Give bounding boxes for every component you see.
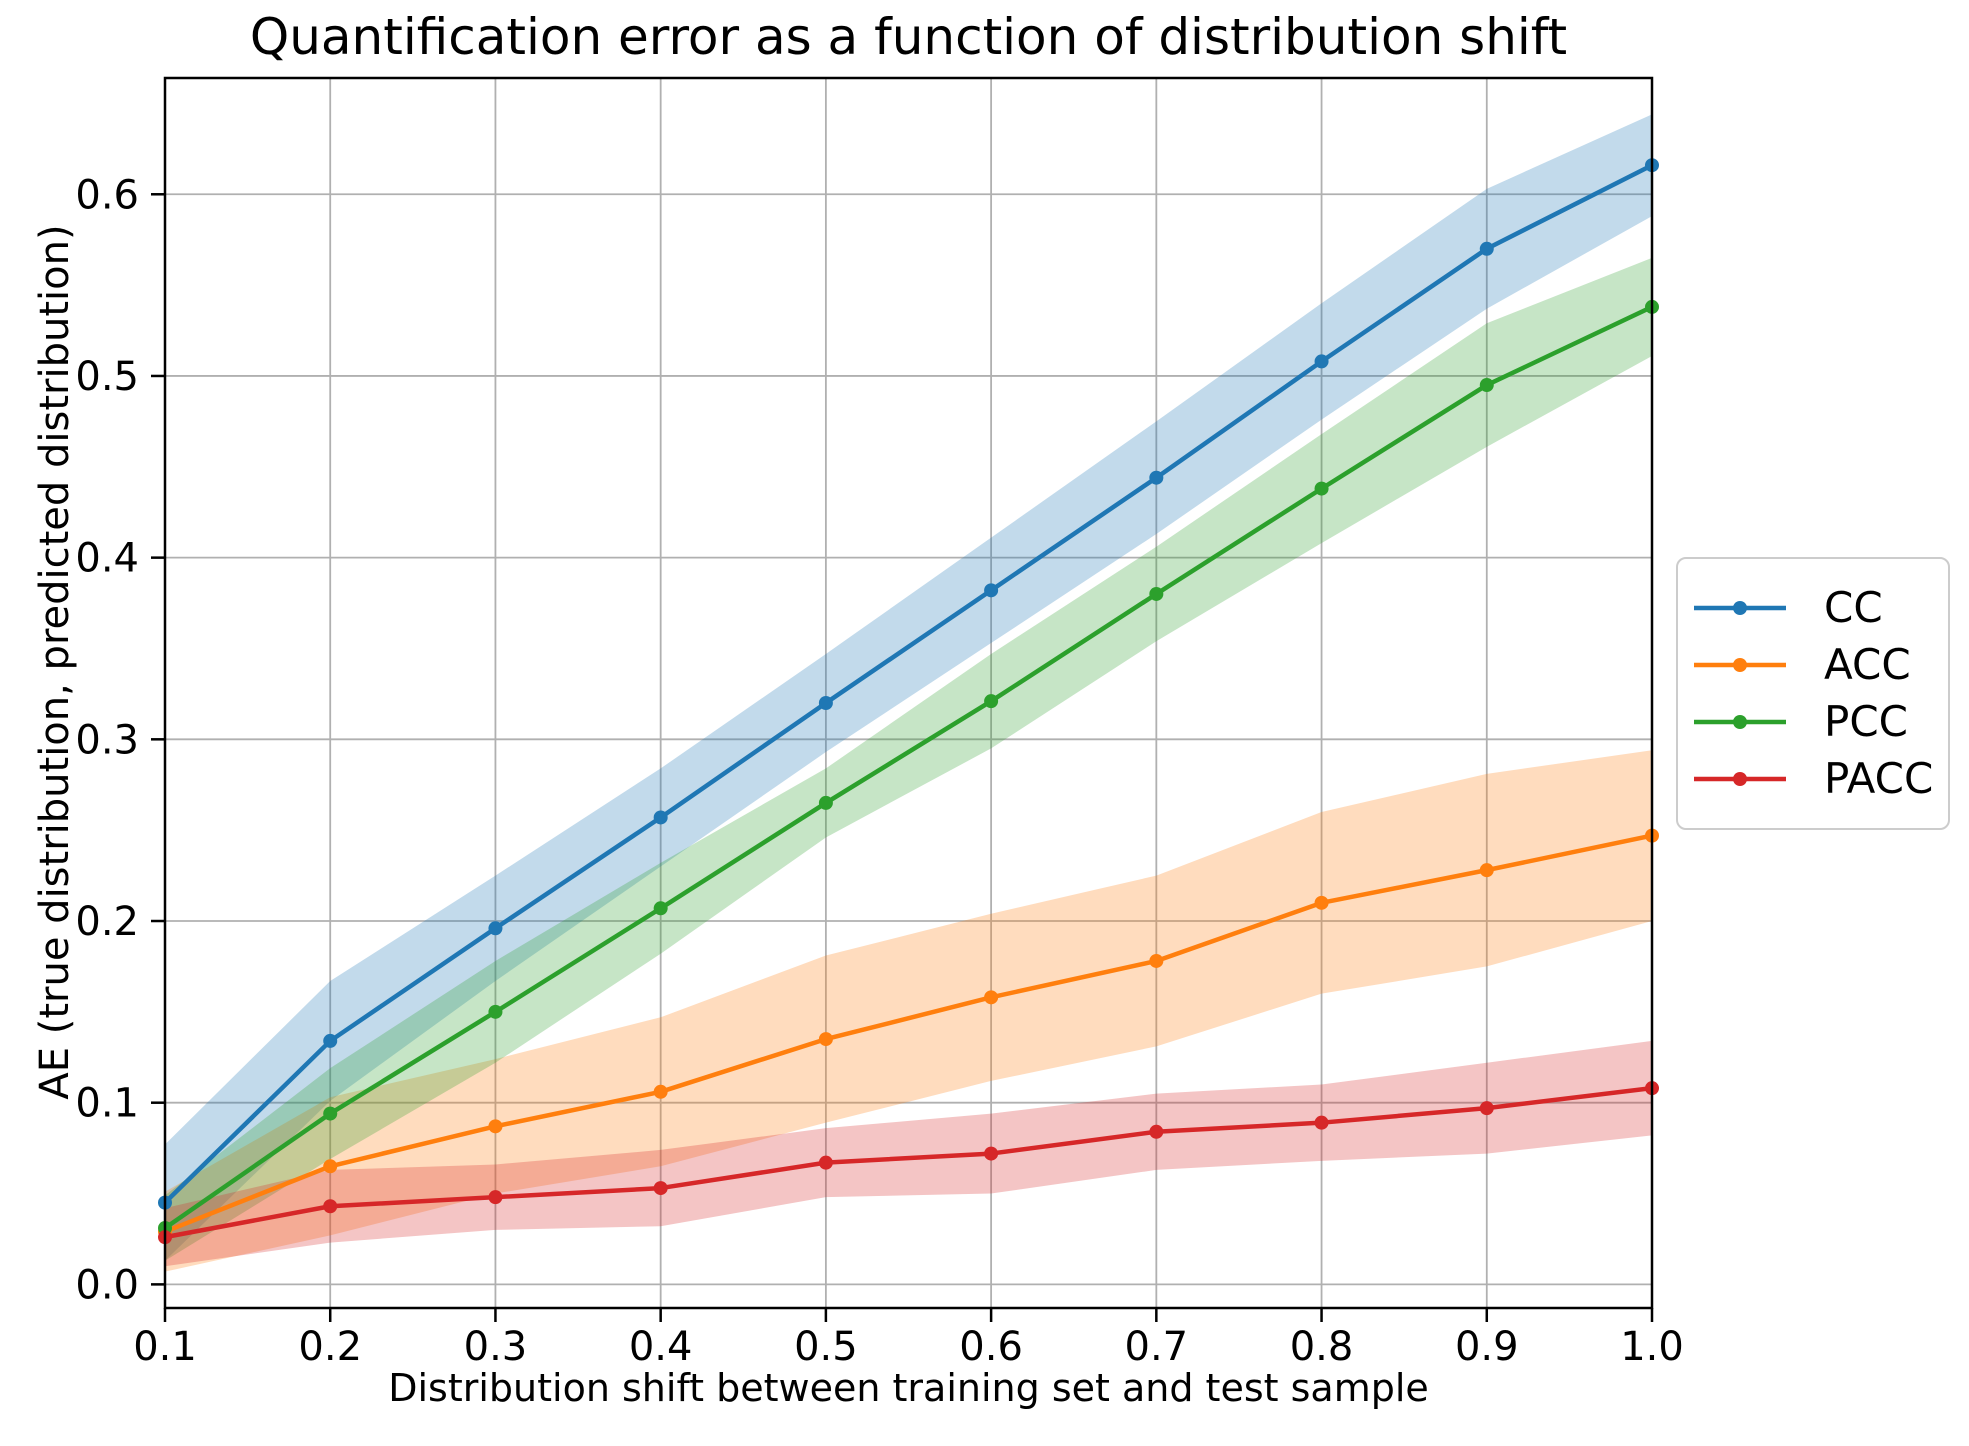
legend-label-pacc: PACC [1824,754,1934,804]
legend-item-cc: CC [1692,579,1948,636]
series-marker-pacc [323,1199,338,1214]
series-line-pcc [162,304,1655,1231]
series-marker-pcc [818,795,833,810]
y-tick-label: 0.3 [75,717,139,763]
series-marker-cc [1149,470,1164,485]
series-marker-cc [653,810,668,825]
series-marker-cc [488,921,503,936]
legend-label-pcc: PCC [1824,697,1908,747]
x-tick-label: 0.7 [1125,1324,1189,1370]
x-tick-label: 0.8 [1290,1324,1354,1370]
legend-item-pacc: PACC [1692,751,1948,808]
series-band-pcc [165,257,1652,1261]
legend-sample-line-pcc [1694,715,1786,730]
series-marker-acc [1314,895,1329,910]
legend-label-cc: CC [1824,582,1883,632]
x-tick-label: 0.2 [298,1324,362,1370]
series-marker-cc [1314,354,1329,369]
x-axis-label: Distribution shift between training set … [388,1366,1429,1410]
series-marker-pacc [488,1190,503,1205]
series-marker-pcc [1479,378,1494,393]
series-marker-cc [984,583,999,598]
y-tick-label: 0.0 [75,1262,139,1308]
series-marker-pacc [653,1181,668,1196]
series-marker-pacc [1149,1124,1164,1139]
series-marker-acc [1149,953,1164,968]
legend: CC ACC PCC PACC [1676,557,1950,830]
x-tick-label: 0.1 [133,1324,197,1370]
y-tick-label: 0.1 [75,1081,139,1127]
x-tick-label: 0.3 [464,1324,528,1370]
x-tick-label: 0.9 [1455,1324,1519,1370]
series-band-pacc [165,1040,1652,1267]
series-marker-pcc [653,901,668,916]
y-tick-label: 0.5 [75,354,139,400]
series-line-acc [162,833,1655,1234]
series-marker-pcc [488,1004,503,1019]
series-band-acc [165,750,1652,1272]
series-marker-pacc [1479,1101,1494,1116]
x-tick-label: 0.4 [629,1324,693,1370]
series-marker-acc [653,1084,668,1099]
series-marker-pacc [818,1155,833,1170]
series-band-cc [165,114,1652,1261]
plot-border [163,76,1654,1310]
y-tick-label: 0.2 [75,899,139,945]
series-marker-cc [323,1033,338,1048]
series-marker-acc [818,1032,833,1047]
legend-label-acc: ACC [1824,639,1911,689]
chart-title: Quantification error as a function of di… [249,8,1568,66]
x-tick-label: 0.6 [959,1324,1023,1370]
legend-sample-line-pacc [1694,772,1786,787]
y-tick-label: 0.6 [75,172,139,218]
x-tick-label: 0.5 [794,1324,858,1370]
series-marker-pacc [1314,1115,1329,1130]
series-marker-pacc [984,1146,999,1161]
series-marker-pcc [1314,481,1329,496]
y-tick-label: 0.4 [75,536,139,582]
legend-sample-line-acc [1694,657,1786,672]
legend-item-pcc: PCC [1692,694,1948,751]
y-axis-label: AE (true distribution, predicted distrib… [32,224,78,1100]
series-marker-acc [1479,863,1494,878]
series-marker-pcc [984,694,999,709]
series-line-cc [162,162,1655,1205]
series-marker-pcc [1149,586,1164,601]
x-tick-label: 1.0 [1620,1324,1684,1370]
legend-item-acc: ACC [1692,636,1948,693]
series-marker-acc [488,1119,503,1134]
series-marker-acc [323,1159,338,1174]
series-marker-acc [984,990,999,1005]
series-line-pacc [162,1085,1655,1240]
series-marker-cc [818,695,833,710]
series-marker-pcc [323,1106,338,1121]
series-marker-cc [1479,241,1494,256]
legend-sample-line-cc [1694,600,1786,615]
